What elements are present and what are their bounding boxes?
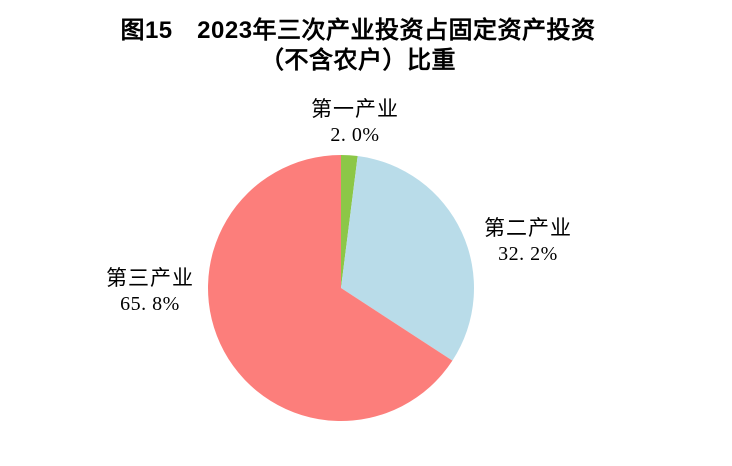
chart-title: 图15 2023年三次产业投资占固定资产投资 （不含农户）比重 [0,16,716,76]
label-primary-industry-percent: 2. 0% [330,124,380,146]
label-secondary-industry-name: 第二产业 [484,216,572,240]
chart-title-line2: （不含农户）比重 [260,47,456,74]
chart-title-line1: 图15 2023年三次产业投资占固定资产投资 [120,17,596,44]
pie-slice-primary-industry [341,155,358,288]
label-tertiary-industry-name: 第三产业 [106,266,194,290]
label-primary-industry-name: 第一产业 [311,97,399,121]
label-secondary-industry: 第二产业 32. 2% [428,215,628,267]
pie-slice-tertiary-industry [207,155,453,422]
label-tertiary-industry-percent: 65. 8% [120,293,180,315]
label-secondary-industry-percent: 32. 2% [498,243,558,265]
label-primary-industry: 第一产业 2. 0% [255,96,455,148]
label-tertiary-industry: 第三产业 65. 8% [50,265,250,317]
pie-slice-secondary-industry [341,156,474,361]
